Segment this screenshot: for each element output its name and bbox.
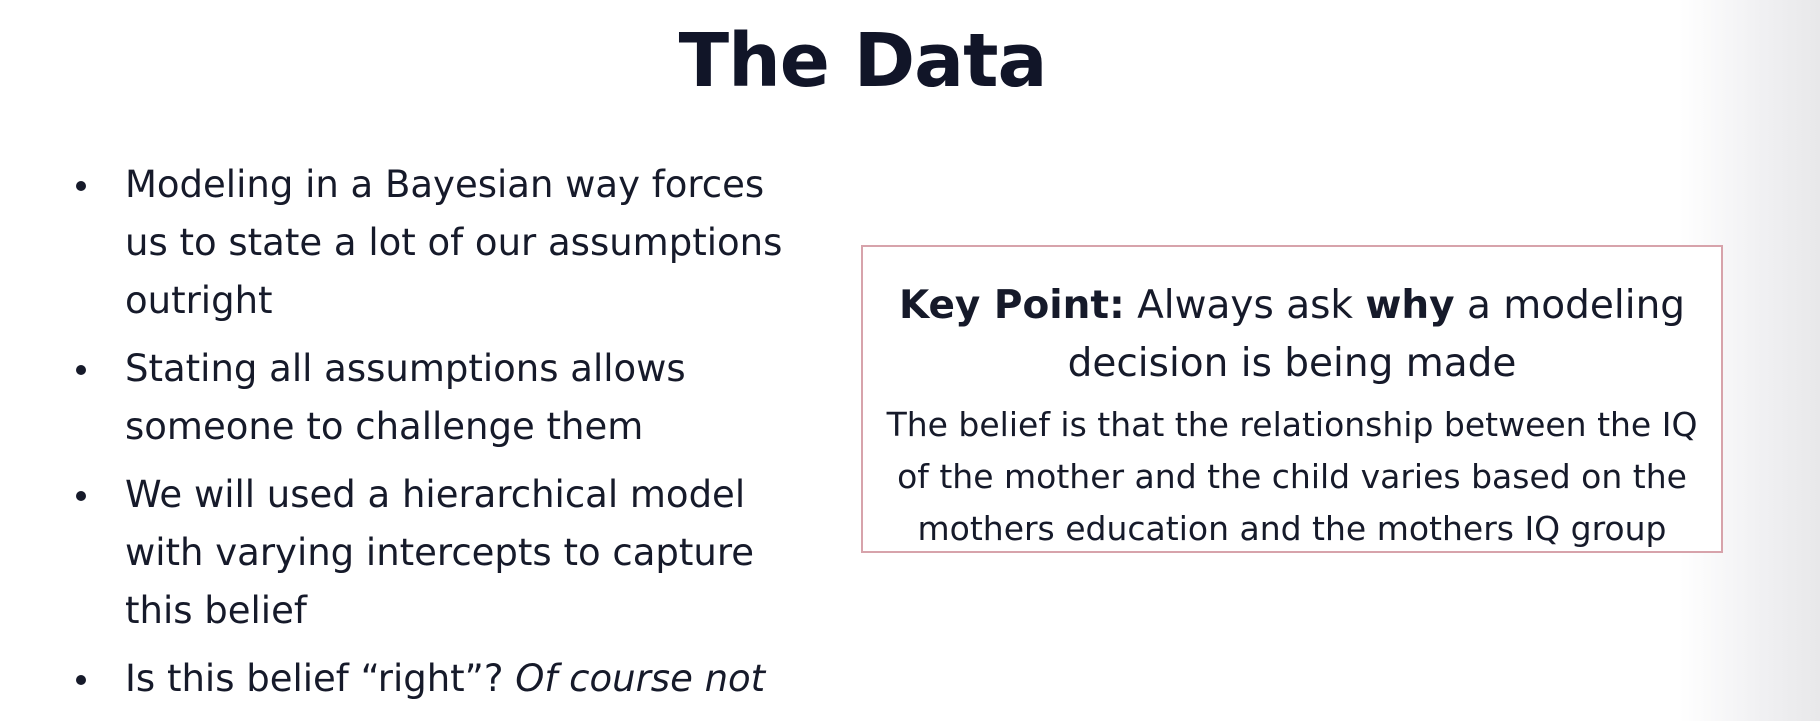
key-point-text-pre: Always ask (1124, 283, 1366, 328)
bullet-item: We will used a hierarchical model with v… (70, 466, 810, 640)
key-point-box: Key Point: Always ask why a modeling dec… (861, 245, 1723, 553)
bullet-dot-icon (76, 181, 86, 191)
key-point-heading: Key Point: Always ask why a modeling dec… (863, 277, 1721, 393)
bullet-list: Modeling in a Bayesian way forces us to … (70, 156, 810, 718)
bullet-dot-icon (76, 675, 86, 685)
slide-title: The Data (678, 18, 1048, 104)
key-point-emphasis: why (1365, 283, 1455, 328)
bullet-dot-icon (76, 491, 86, 501)
key-point-body: The belief is that the relationship betw… (886, 405, 1698, 548)
bullet-item: Modeling in a Bayesian way forces us to … (70, 156, 810, 330)
bullet-item: Stating all assumptions allows someone t… (70, 340, 810, 456)
bullet-text: Modeling in a Bayesian way forces us to … (125, 163, 795, 322)
bullet-text-italic: Of course not (515, 657, 766, 700)
bullet-text: We will used a hierarchical model with v… (125, 473, 766, 632)
bullet-text: Is this belief “right”? Of course not (125, 650, 810, 708)
bullet-dot-icon (76, 365, 86, 375)
bullet-text-plain: Is this belief “right”? (125, 657, 516, 700)
bullet-item: Is this belief “right”? Of course not (70, 650, 810, 708)
key-point-label: Key Point: (898, 283, 1125, 328)
bullet-text: Stating all assumptions allows someone t… (125, 347, 698, 448)
key-point-text-post: a modeling decision is being made (1067, 283, 1686, 386)
